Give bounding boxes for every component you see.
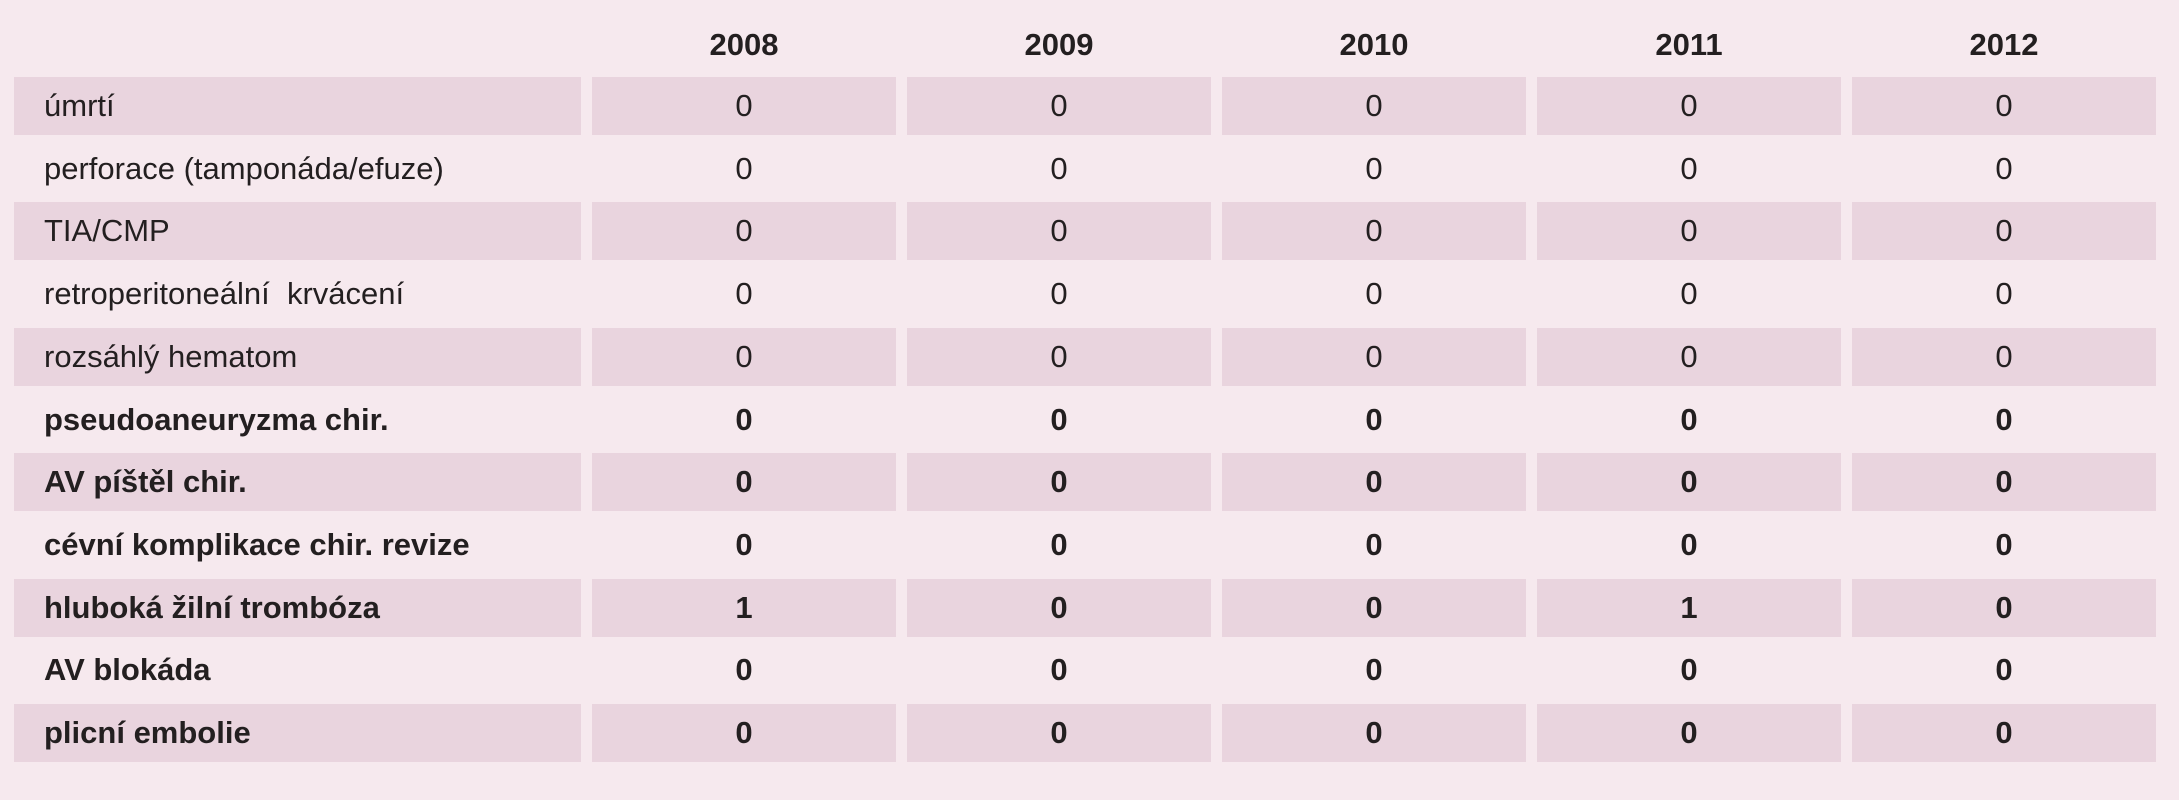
cell-value: 0 xyxy=(1995,276,2013,312)
cell-value: 0 xyxy=(735,652,753,688)
cell-value: 0 xyxy=(907,77,1211,135)
column-header: 2012 xyxy=(1969,27,2039,62)
cell-value: 0 xyxy=(735,526,753,562)
cell-value: 0 xyxy=(1852,453,2156,512)
cell-value: 0 xyxy=(1050,526,1068,562)
cell-value: 0 xyxy=(735,401,753,437)
cell-value: 0 xyxy=(1365,150,1383,186)
cell-value: 0 xyxy=(1995,150,2013,186)
column-header: 2011 xyxy=(1655,27,1723,62)
cell-value: 0 xyxy=(735,150,753,186)
cell-value: 0 xyxy=(592,453,896,512)
cell-value: 0 xyxy=(907,202,1211,261)
cell-value: 0 xyxy=(1680,276,1698,312)
cell-value: 1 xyxy=(1537,578,1841,637)
cell-value: 0 xyxy=(592,327,896,386)
row-label: TIA/CMP xyxy=(14,202,581,261)
cell-value: 0 xyxy=(592,202,896,261)
column-header: 2009 xyxy=(1024,27,1094,62)
cell-value: 1 xyxy=(592,578,896,637)
cell-value: 0 xyxy=(907,453,1211,512)
cell-value: 0 xyxy=(592,704,896,762)
cell-value: 0 xyxy=(1050,401,1068,437)
cell-value: 0 xyxy=(1680,526,1698,562)
row-label: retroperitoneální krvácení xyxy=(44,276,405,312)
row-label: perforace (tamponáda/efuze) xyxy=(44,150,444,186)
cell-value: 0 xyxy=(907,704,1211,762)
cell-value: 0 xyxy=(1222,77,1526,135)
cell-value: 0 xyxy=(1222,704,1526,762)
cell-value: 0 xyxy=(907,327,1211,386)
cell-value: 0 xyxy=(592,77,896,135)
column-header: 2008 xyxy=(709,27,779,62)
cell-value: 0 xyxy=(1995,652,2013,688)
cell-value: 0 xyxy=(1365,276,1383,312)
cell-value: 0 xyxy=(1050,276,1068,312)
cell-value: 0 xyxy=(1852,704,2156,762)
row-label: cévní komplikace chir. revize xyxy=(44,526,470,562)
cell-value: 0 xyxy=(1995,401,2013,437)
cell-value: 0 xyxy=(1365,652,1383,688)
row-label: úmrtí xyxy=(14,77,581,135)
row-label: AV blokáda xyxy=(44,652,211,688)
cell-value: 0 xyxy=(1537,202,1841,261)
cell-value: 0 xyxy=(1537,704,1841,762)
cell-value: 0 xyxy=(735,276,753,312)
cell-value: 0 xyxy=(1537,327,1841,386)
cell-value: 0 xyxy=(1050,652,1068,688)
cell-value: 0 xyxy=(1222,202,1526,261)
cell-value: 0 xyxy=(1680,652,1698,688)
cell-value: 0 xyxy=(1995,526,2013,562)
cell-value: 0 xyxy=(1680,401,1698,437)
cell-value: 0 xyxy=(1222,327,1526,386)
cell-value: 0 xyxy=(1050,150,1068,186)
cell-value: 0 xyxy=(907,578,1211,637)
column-header: 2010 xyxy=(1339,27,1409,62)
cell-value: 0 xyxy=(1365,526,1383,562)
cell-value: 0 xyxy=(1852,77,2156,135)
row-label: hluboká žilní trombóza xyxy=(14,578,581,637)
cell-value: 0 xyxy=(1365,401,1383,437)
cell-value: 0 xyxy=(1852,578,2156,637)
row-label: plicní embolie xyxy=(14,704,581,762)
cell-value: 0 xyxy=(1537,77,1841,135)
cell-value: 0 xyxy=(1537,453,1841,512)
cell-value: 0 xyxy=(1852,202,2156,261)
cell-value: 0 xyxy=(1222,453,1526,512)
cell-value: 0 xyxy=(1852,327,2156,386)
row-label: rozsáhlý hematom xyxy=(14,327,581,386)
row-label: AV píštěl chir. xyxy=(14,453,581,512)
cell-value: 0 xyxy=(1222,578,1526,637)
cell-value: 0 xyxy=(1680,150,1698,186)
row-label: pseudoaneuryzma chir. xyxy=(44,401,389,437)
